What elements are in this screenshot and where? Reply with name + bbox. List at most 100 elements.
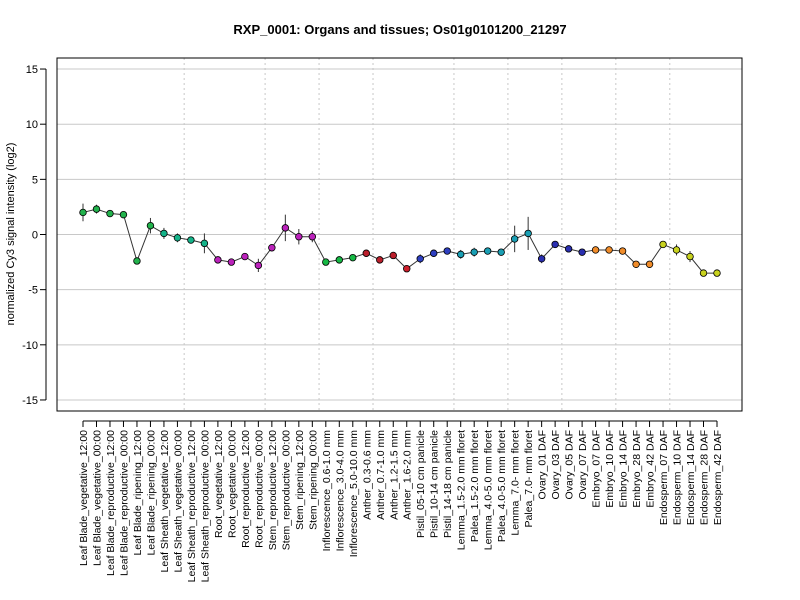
data-point [200, 239, 209, 248]
data-point [376, 256, 384, 264]
x-tick-label: Stem_ripening_00:00 [307, 430, 319, 530]
data-point [578, 248, 586, 256]
x-tick-label: Anther_1.2-1.5 mm [388, 430, 400, 520]
chart-title: RXP_0001: Organs and tissues; Os01g01012… [233, 22, 566, 37]
x-tick-label: Ovary_03 DAF [550, 430, 562, 499]
x-tick-label: Palea_4.0-5.0 mm floret [496, 430, 508, 542]
y-tick-label: 10 [26, 119, 38, 131]
y-axis-label: normalized Cy3 signal intensity (log2) [5, 143, 17, 326]
data-point [632, 260, 640, 268]
x-tick-label: Leaf Sheath_vegetative_12:00 [159, 430, 171, 573]
x-tick-label: Leaf Blade_reproductive_00:00 [118, 430, 130, 576]
x-tick-label: Inflorescence_0.6-1.0 mm [321, 430, 333, 552]
x-tick-label: Endosperm_14 DAF [685, 430, 697, 525]
data-point [268, 244, 276, 252]
y-tick-label: -5 [28, 285, 38, 297]
x-tick-label: Inflorescence_5.0-10.0 mm [348, 430, 360, 557]
data-point [322, 258, 330, 266]
x-tick-label: Anther_1.6-2.0 mm [402, 430, 414, 520]
data-point [713, 269, 721, 277]
y-tick-label: -10 [22, 340, 38, 352]
data-point [618, 247, 627, 255]
x-tick-label: Stem_reproductive_12:00 [267, 430, 279, 550]
x-tick-label: Stem_reproductive_00:00 [280, 430, 292, 550]
x-tick-label: Pistil_14-18 cm panicle [442, 430, 454, 538]
x-tick-label: Embryo_28 DAF [631, 430, 643, 508]
x-tick-label: Leaf Blade_ripening_00:00 [145, 430, 157, 556]
x-tick-label: Leaf Blade_vegetative_12:00 [78, 430, 90, 566]
plot-frame [56, 57, 743, 412]
data-point [79, 208, 87, 217]
data-point [497, 248, 505, 256]
data-point [160, 229, 168, 238]
x-tick-label: Pistil_05-10 cm panicle [415, 430, 427, 538]
data-point [403, 264, 411, 273]
x-tick-label: Endosperm_07 DAF [658, 430, 670, 525]
data-point [214, 256, 222, 264]
group-separators [183, 58, 671, 411]
x-tick-label: Leaf Blade_reproductive_12:00 [105, 430, 117, 576]
data-point [537, 255, 546, 263]
x-tick-label: Root_vegetative_12:00 [213, 430, 225, 538]
y-axis: -15 -10 -5 0 5 10 15 [22, 64, 47, 407]
x-tick-label: Ovary_07 DAF [577, 430, 589, 499]
data-point-layer [79, 205, 721, 277]
x-tick-label: Palea_7.0- mm floret [523, 430, 535, 528]
x-tick-label: Palea_1.5-2.0 mm floret [469, 430, 481, 542]
x-tick-label: Leaf Sheath_reproductive_00:00 [199, 430, 211, 583]
data-point [645, 260, 654, 268]
data-point [457, 250, 465, 259]
x-tick-label: Endosperm_10 DAF [672, 430, 684, 525]
data-point [92, 205, 101, 213]
x-tick-label: Embryo_14 DAF [618, 430, 630, 508]
x-axis: Leaf Blade_vegetative_12:00 Leaf Blade_ve… [78, 420, 724, 583]
data-point [551, 240, 559, 249]
grid-layer [57, 68, 742, 401]
data-point [254, 261, 263, 270]
y-tick-label: 15 [26, 64, 38, 76]
x-tick-label: Lemma_1.5-2.0 mm floret [456, 430, 468, 550]
data-point [119, 210, 128, 219]
data-point [483, 247, 492, 255]
data-point [362, 249, 370, 257]
data-point [335, 256, 343, 264]
x-tick-label: Ovary_01 DAF [537, 430, 549, 499]
data-point [133, 257, 141, 265]
data-point [605, 246, 613, 254]
data-point [443, 247, 451, 255]
x-tick-label: Endosperm_28 DAF [699, 430, 711, 525]
x-tick-label: Ovary_05 DAF [564, 430, 576, 499]
x-tick-label: Endosperm_42 DAF [712, 430, 724, 525]
data-point [173, 234, 182, 242]
x-tick-label: Anther_0.3-0.6 mm [361, 430, 373, 520]
x-tick-label: Leaf Sheath_reproductive_12:00 [186, 430, 198, 583]
x-tick-label: Root_vegetative_00:00 [226, 430, 238, 538]
data-point [227, 258, 236, 266]
x-tick-label: Embryo_07 DAF [591, 430, 603, 508]
data-point [564, 245, 573, 253]
x-tick-label: Root_reproductive_00:00 [253, 430, 265, 548]
data-point [686, 252, 694, 261]
x-tick-label: Leaf Blade_ripening_12:00 [132, 430, 144, 556]
data-point [659, 240, 667, 249]
data-point [389, 251, 397, 260]
data-point [470, 248, 478, 256]
x-tick-label: Stem_ripening_12:00 [294, 430, 306, 530]
y-tick-label: 5 [32, 174, 38, 186]
data-point [187, 236, 195, 244]
data-point [295, 233, 303, 241]
x-tick-label: Embryo_10 DAF [604, 430, 616, 508]
data-point [349, 253, 357, 262]
data-point [699, 269, 708, 277]
data-point [672, 246, 681, 254]
data-point [416, 255, 424, 263]
data-point [241, 252, 249, 261]
y-tick-label: -15 [22, 395, 38, 407]
x-tick-label: Lemma_4.0-5.0 mm floret [483, 430, 495, 550]
x-tick-label: Embryo_42 DAF [645, 430, 657, 508]
data-point [430, 249, 438, 257]
x-tick-label: Lemma_7.0- mm floret [510, 430, 522, 536]
data-point [106, 209, 114, 218]
